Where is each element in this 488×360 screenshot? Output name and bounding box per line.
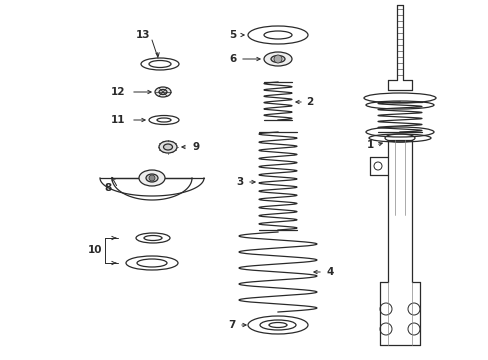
Text: 3: 3 <box>236 177 243 187</box>
Text: 13: 13 <box>136 30 150 40</box>
Text: 2: 2 <box>306 97 313 107</box>
Text: 1: 1 <box>366 140 373 150</box>
Text: 6: 6 <box>229 54 236 64</box>
Ellipse shape <box>264 52 291 66</box>
Circle shape <box>273 55 282 63</box>
Text: 8: 8 <box>104 183 111 193</box>
Text: 9: 9 <box>192 142 199 152</box>
Text: 10: 10 <box>87 245 102 255</box>
Text: 5: 5 <box>229 30 236 40</box>
Ellipse shape <box>139 170 164 186</box>
Ellipse shape <box>163 144 172 150</box>
Ellipse shape <box>146 174 158 182</box>
Text: 4: 4 <box>325 267 333 277</box>
Ellipse shape <box>270 55 285 63</box>
Ellipse shape <box>159 141 177 153</box>
Text: 11: 11 <box>110 115 125 125</box>
Ellipse shape <box>159 90 167 95</box>
Circle shape <box>149 175 155 181</box>
Text: 12: 12 <box>110 87 125 97</box>
Ellipse shape <box>155 87 171 97</box>
Text: 7: 7 <box>228 320 235 330</box>
